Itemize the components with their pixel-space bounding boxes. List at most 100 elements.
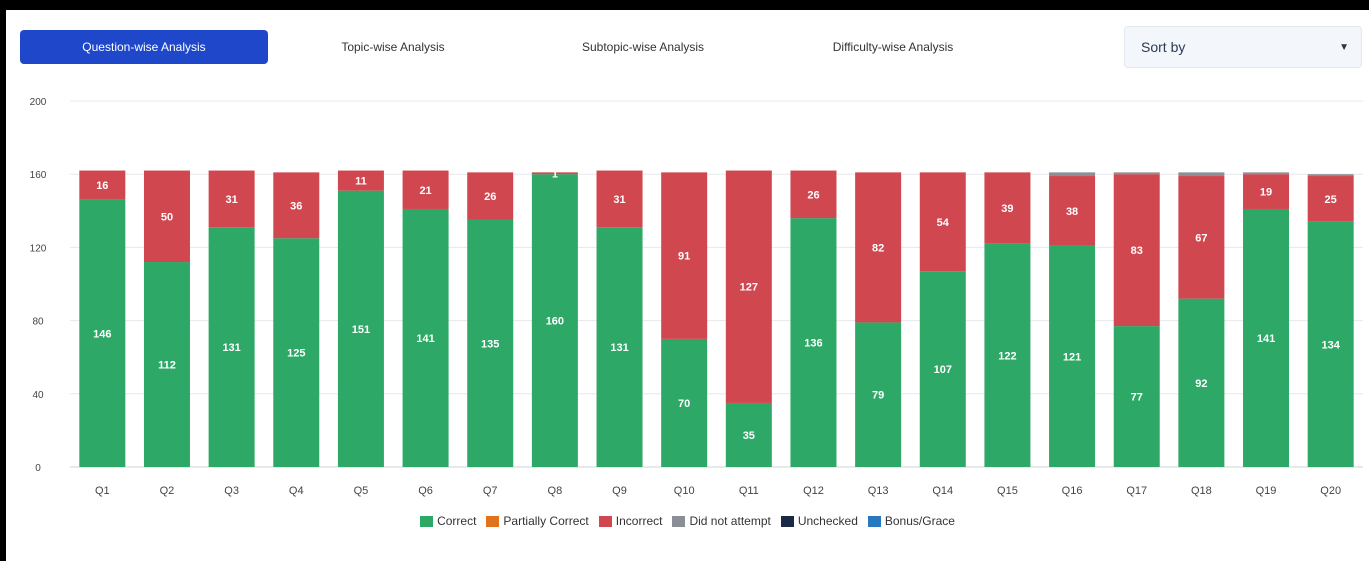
bar-segment bbox=[402, 208, 449, 467]
data-label: 112 bbox=[158, 360, 176, 372]
data-label: 77 bbox=[1131, 392, 1143, 404]
x-tick-label: Q9 bbox=[612, 485, 627, 497]
bar-segment bbox=[531, 172, 578, 175]
data-label: 121 bbox=[1063, 351, 1081, 363]
bar-segment bbox=[467, 219, 514, 467]
bar-segment bbox=[725, 402, 772, 467]
bar-segment bbox=[1307, 221, 1354, 467]
data-label: 1 bbox=[552, 168, 558, 180]
bar-segment bbox=[725, 170, 772, 403]
data-label: 26 bbox=[484, 191, 496, 203]
x-tick-label: Q7 bbox=[483, 485, 498, 497]
bar-segment bbox=[337, 190, 384, 468]
data-label: 134 bbox=[1321, 339, 1340, 351]
legend-label: Partially Correct bbox=[503, 514, 589, 528]
bar-segment bbox=[208, 227, 255, 467]
data-label: 70 bbox=[678, 398, 690, 410]
bar-segment bbox=[1307, 176, 1354, 222]
legend-item[interactable]: Bonus/Grace bbox=[867, 514, 955, 528]
legend-item[interactable]: Incorrect bbox=[598, 514, 663, 528]
bar-segment bbox=[79, 170, 126, 200]
x-tick-label: Q18 bbox=[1191, 485, 1212, 497]
y-tick-label: 40 bbox=[32, 390, 44, 401]
data-label: 107 bbox=[934, 364, 952, 376]
legend-item[interactable]: Did not attempt bbox=[672, 514, 771, 528]
x-tick-label: Q15 bbox=[997, 485, 1018, 497]
bar-segment bbox=[1049, 245, 1096, 467]
legend-item[interactable]: Partially Correct bbox=[486, 514, 589, 528]
data-label: 127 bbox=[740, 282, 758, 294]
x-tick-label: Q10 bbox=[674, 485, 695, 497]
x-tick-label: Q17 bbox=[1126, 485, 1147, 497]
legend-item[interactable]: Unchecked bbox=[780, 514, 858, 528]
x-tick-label: Q16 bbox=[1062, 485, 1083, 497]
bar-segment bbox=[1243, 172, 1290, 175]
data-label: 31 bbox=[226, 194, 238, 206]
bar-segment bbox=[919, 172, 966, 272]
data-label: 160 bbox=[546, 316, 564, 328]
tab-difficulty-wise[interactable]: Difficulty-wise Analysis bbox=[832, 40, 954, 54]
data-label: 82 bbox=[872, 242, 884, 254]
bar-segment bbox=[790, 170, 837, 219]
data-label: 136 bbox=[804, 338, 822, 350]
x-tick-label: Q2 bbox=[160, 485, 175, 497]
chart-legend: Correct Partially Correct Incorrect Did not… bbox=[6, 513, 1369, 529]
x-tick-label: Q3 bbox=[224, 485, 239, 497]
bar-segment bbox=[596, 170, 643, 228]
bar-segment bbox=[1178, 176, 1225, 299]
bar-segment bbox=[143, 262, 190, 467]
bar-segment bbox=[1113, 172, 1160, 175]
legend-swatch bbox=[598, 515, 612, 527]
bar-segment bbox=[79, 199, 126, 467]
bar-segment bbox=[1049, 176, 1096, 246]
x-tick-label: Q13 bbox=[868, 485, 889, 497]
x-tick-label: Q6 bbox=[418, 485, 433, 497]
x-tick-label: Q19 bbox=[1256, 485, 1277, 497]
bar-segment bbox=[596, 227, 643, 467]
data-label: 141 bbox=[416, 333, 434, 345]
data-label: 122 bbox=[998, 350, 1016, 362]
x-tick-label: Q5 bbox=[354, 485, 369, 497]
bar-segment bbox=[1178, 298, 1225, 467]
bar-segment bbox=[1307, 174, 1354, 177]
data-label: 16 bbox=[96, 180, 108, 192]
legend-swatch bbox=[486, 515, 500, 527]
bar-segment bbox=[790, 218, 837, 467]
bar-segment bbox=[208, 170, 255, 228]
x-tick-label: Q20 bbox=[1320, 485, 1341, 497]
data-label: 151 bbox=[352, 324, 370, 336]
data-label: 146 bbox=[93, 328, 111, 340]
bar-segment bbox=[1178, 172, 1225, 177]
data-label: 131 bbox=[222, 342, 240, 354]
bar-segment bbox=[984, 243, 1031, 467]
data-label: 25 bbox=[1325, 194, 1337, 206]
legend-label: Incorrect bbox=[615, 514, 663, 528]
legend-swatch bbox=[420, 515, 434, 527]
data-label: 131 bbox=[610, 342, 628, 354]
caret-down-icon: ▼ bbox=[1339, 41, 1349, 53]
bar-segment bbox=[1049, 172, 1096, 177]
legend-item[interactable]: Correct bbox=[420, 514, 476, 528]
bar-segment bbox=[1113, 326, 1160, 467]
tab-subtopic-wise[interactable]: Subtopic-wise Analysis bbox=[581, 40, 705, 54]
bar-segment bbox=[984, 172, 1031, 244]
x-tick-label: Q12 bbox=[803, 485, 824, 497]
x-tick-label: Q14 bbox=[932, 485, 953, 497]
data-label: 141 bbox=[1257, 333, 1275, 345]
bar-segment bbox=[1243, 208, 1290, 467]
sort-by-dropdown[interactable]: Sort by ▼ bbox=[1124, 26, 1362, 68]
tab-question-wise[interactable]: Question-wise Analysis bbox=[20, 30, 268, 64]
legend-label: Correct bbox=[437, 514, 477, 528]
legend-swatch bbox=[780, 515, 794, 527]
data-label: 67 bbox=[1195, 232, 1207, 244]
data-label: 21 bbox=[419, 185, 431, 197]
analysis-panel: Question-wise Analysis Topic-wise Analys… bbox=[6, 10, 1369, 561]
sort-by-label: Sort by bbox=[1141, 39, 1186, 55]
data-label: 39 bbox=[1001, 203, 1013, 215]
data-label: 11 bbox=[355, 176, 367, 188]
bar-segment bbox=[661, 338, 708, 467]
tab-topic-wise[interactable]: Topic-wise Analysis bbox=[341, 40, 445, 54]
bar-segment bbox=[531, 174, 578, 467]
x-tick-label: Q8 bbox=[548, 485, 563, 497]
data-label: 91 bbox=[678, 251, 690, 263]
